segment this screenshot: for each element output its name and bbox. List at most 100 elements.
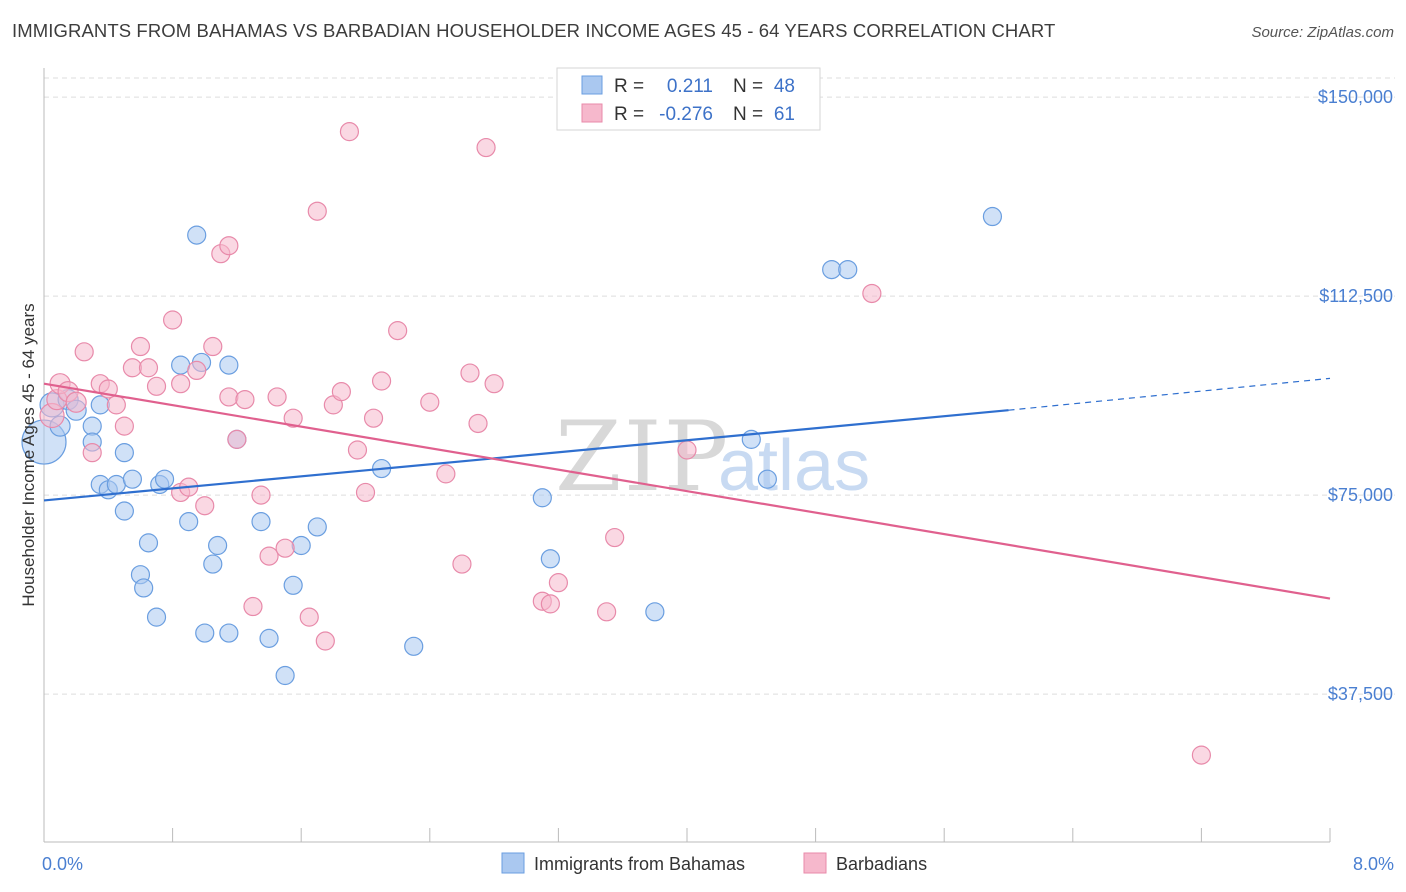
y-tick-label-3: $150,000 — [1318, 87, 1393, 107]
bahamas-point-19 — [154, 469, 175, 489]
barbadian-point-57 — [677, 440, 697, 460]
bahamas-point-11 — [114, 443, 134, 463]
barbadian-point-59 — [1191, 745, 1212, 765]
y-tick-label-1: $75,000 — [1328, 485, 1393, 505]
trend-line-barbadians — [43, 382, 1331, 600]
bahamas-point-45 — [982, 206, 1003, 227]
bahamas-point-39 — [540, 549, 560, 569]
barbadian-point-14 — [146, 376, 167, 396]
bahamas-point-38 — [532, 488, 552, 508]
source-label: Source: ZipAtlas.com — [1251, 24, 1394, 41]
y-tick-label-2: $112,500 — [1319, 286, 1393, 306]
barbadian-point-54 — [597, 602, 617, 622]
bahamas-point-21 — [179, 512, 199, 532]
series-legend: Immigrants from Bahamas Barbadians — [501, 852, 927, 874]
barbadian-point-12 — [130, 336, 151, 357]
watermark-zip: ZIP — [555, 401, 730, 513]
legend-swatch-blue — [581, 75, 603, 95]
barbadian-point-41 — [363, 408, 384, 428]
barbadian-point-38 — [339, 122, 360, 142]
barbadian-point-48 — [468, 413, 488, 434]
legend-n-label-1: N = — [733, 76, 763, 97]
bahamas-point-16 — [138, 533, 159, 553]
bahamas-point-12 — [114, 501, 134, 521]
barbadian-point-13 — [138, 358, 159, 378]
barbadian-point-39 — [347, 440, 368, 460]
bahamas-point-32 — [275, 665, 295, 686]
barbadian-point-50 — [484, 374, 504, 394]
y-axis-label: Householder Income Ages 45 - 64 years — [19, 303, 38, 606]
bahamas-point-27 — [219, 623, 239, 643]
trend-line-bahamas — [43, 409, 1009, 502]
bahamas-point-33 — [283, 575, 303, 595]
barbadian-point-43 — [388, 321, 408, 341]
barbadian-point-23 — [219, 236, 239, 256]
barbadian-point-5 — [74, 342, 94, 362]
bottom-legend-label-bahamas: Immigrants from Bahamas — [534, 854, 745, 874]
legend-r-value-1: 0.211 — [667, 76, 713, 97]
stats-legend: R = 0.211 N = 48 R = -0.276 N = 61 — [556, 67, 821, 131]
bahamas-point-24 — [195, 623, 215, 643]
barbadian-point-47 — [460, 363, 480, 383]
legend-n-value-2: 61 — [774, 104, 795, 125]
barbadian-point-27 — [243, 596, 263, 617]
barbadian-point-30 — [267, 387, 287, 407]
barbadian-point-52 — [540, 594, 560, 614]
bahamas-point-31 — [259, 628, 279, 648]
bottom-legend-swatch-blue — [501, 852, 525, 874]
barbadian-point-35 — [315, 631, 335, 651]
barbadian-point-15 — [163, 310, 183, 330]
trend-lines — [43, 377, 1331, 600]
bahamas-point-28 — [219, 355, 239, 375]
barbadian-point-33 — [299, 607, 319, 627]
barbadian-point-37 — [331, 382, 351, 402]
barbadian-point-9 — [106, 395, 126, 415]
barbadian-point-6 — [82, 443, 102, 463]
barbadian-point-53 — [548, 573, 569, 593]
barbadian-point-46 — [452, 554, 472, 574]
legend-r-label-2: R = — [614, 104, 644, 125]
y-tick-label-0: $37,500 — [1328, 684, 1393, 704]
bahamas-point-37 — [404, 636, 424, 656]
barbadian-point-28 — [251, 485, 271, 505]
bahamas-point-30 — [251, 512, 271, 532]
barbadian-point-21 — [203, 336, 223, 357]
barbadian-point-16 — [171, 374, 191, 394]
bahamas-point-34 — [291, 535, 311, 556]
barbadian-point-25 — [227, 429, 247, 449]
barbadian-point-45 — [436, 464, 456, 484]
bahamas-point-42 — [757, 469, 777, 489]
bahamas-point-5 — [82, 416, 102, 436]
barbadian-point-40 — [355, 482, 376, 503]
bahamas-point-35 — [307, 517, 327, 537]
barbadian-point-44 — [420, 392, 440, 412]
bahamas-point-10 — [106, 474, 126, 495]
y-tick-labels: $37,500 $75,000 $112,500 $150,000 — [1318, 87, 1393, 704]
barbadian-point-20 — [195, 496, 215, 516]
barbadian-point-34 — [307, 201, 327, 221]
trend-line-bahamas-extension — [1008, 377, 1331, 411]
watermark: ZIP atlas — [555, 401, 870, 513]
barbadian-point-19 — [187, 360, 207, 381]
barbadian-point-24 — [219, 387, 239, 407]
bahamas-point-22 — [187, 225, 207, 245]
barbadian-point-32 — [283, 408, 303, 428]
barbadian-point-11 — [122, 358, 143, 378]
bahamas-point-15 — [134, 578, 154, 598]
legend-r-value-2: -0.276 — [659, 104, 713, 125]
bahamas-point-7 — [90, 395, 110, 415]
legend-n-value-1: 48 — [774, 76, 795, 97]
legend-swatch-pink — [581, 103, 603, 123]
legend-n-label-2: N = — [733, 104, 763, 125]
barbadian-point-49 — [476, 137, 496, 158]
bottom-legend-swatch-pink — [803, 852, 827, 874]
bahamas-point-26 — [208, 535, 228, 556]
barbadian-point-29 — [259, 546, 279, 566]
barbadian-point-4 — [65, 391, 87, 413]
barbadian-point-42 — [371, 371, 392, 391]
series-barbadians — [39, 100, 1212, 765]
bahamas-point-25 — [203, 554, 223, 574]
bahamas-point-44 — [838, 259, 858, 280]
x-tick-label-left: 0.0% — [42, 854, 83, 874]
